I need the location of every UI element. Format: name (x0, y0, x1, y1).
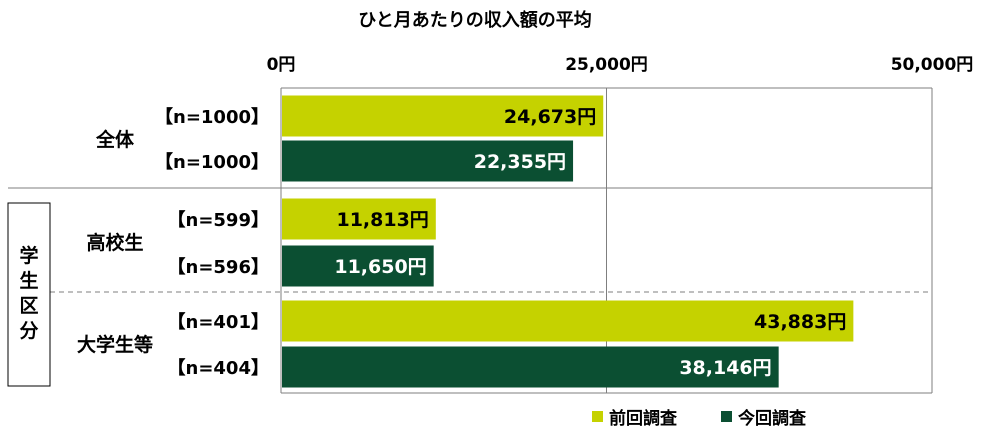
bar-value-label: 38,146円 (679, 357, 771, 379)
bar (282, 245, 434, 287)
sample-size-label: 【n=401】 (168, 312, 269, 333)
legend-swatch-previous (592, 411, 603, 422)
x-tick-label: 0円 (267, 55, 296, 75)
bar (282, 346, 779, 388)
group-label-high-school: 高校生 (86, 231, 143, 254)
bar-value-label: 22,355円 (474, 151, 566, 173)
legend-label-previous: 前回調査 (609, 409, 677, 429)
category-header-char: 学 (19, 244, 38, 267)
category-header-char: 分 (19, 320, 38, 342)
legend: 前回調査 今回調査 (592, 404, 806, 429)
bar-value-label: 24,673円 (504, 106, 596, 128)
bar-value-label: 11,650円 (334, 256, 426, 278)
chart-title: ひと月あたりの収入額の平均 (358, 9, 591, 31)
x-tick-label: 50,000円 (891, 55, 974, 75)
category-header-char: 生 (19, 269, 38, 292)
legend-label-current: 今回調査 (738, 409, 806, 429)
bar (282, 140, 574, 182)
legend-swatch-current (721, 411, 732, 422)
bar (282, 95, 604, 137)
sample-size-label: 【n=1000】 (155, 107, 269, 128)
sample-size-label: 【n=404】 (168, 358, 269, 379)
category-header-char: 区 (19, 295, 38, 317)
bar-value-label: 11,813円 (336, 209, 428, 231)
bar (282, 300, 854, 342)
group-label-university: 大学生等 (77, 333, 153, 356)
bar (282, 198, 436, 240)
group-label-overall: 全体 (95, 128, 135, 151)
sample-size-label: 【n=596】 (168, 257, 269, 278)
legend-item-current: 今回調査 (721, 404, 806, 429)
bar-value-label: 43,883円 (754, 311, 846, 333)
x-tick-label: 25,000円 (565, 55, 648, 75)
sample-size-label: 【n=1000】 (155, 152, 269, 173)
legend-item-previous: 前回調査 (592, 404, 677, 429)
sample-size-label: 【n=599】 (168, 210, 269, 231)
student-category-box (7, 202, 51, 387)
